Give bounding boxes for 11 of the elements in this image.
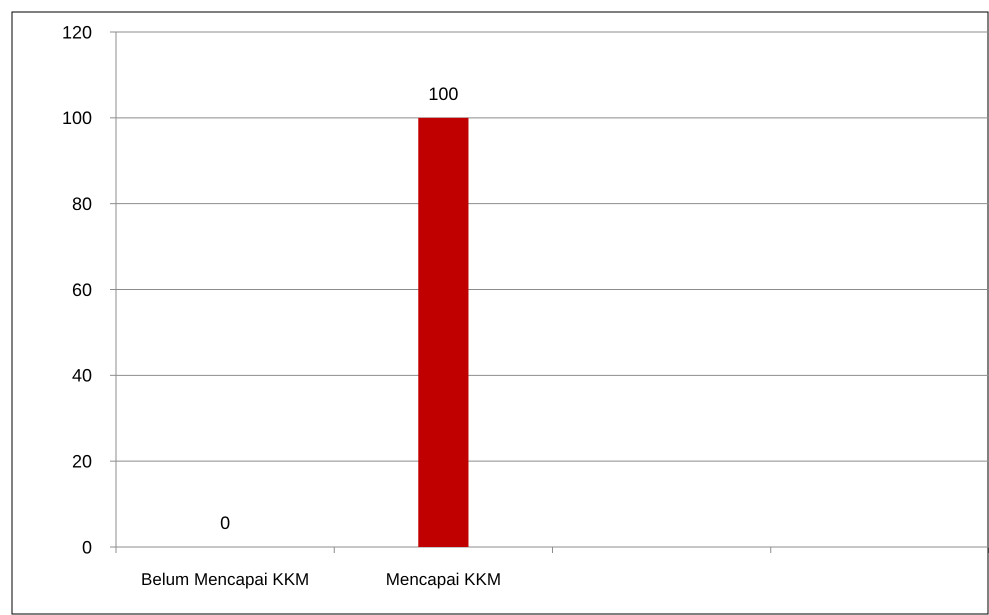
y-tick-label: 0 [82, 537, 92, 558]
x-tick-label: Mencapai KKM [386, 570, 502, 589]
y-tick-label: 60 [72, 280, 92, 300]
data-label: 0 [220, 513, 230, 533]
x-tick-label: Belum Mencapai KKM [141, 570, 310, 589]
y-tick-label: 20 [72, 451, 92, 472]
data-label: 100 [428, 84, 458, 104]
y-tick-label: 120 [62, 22, 92, 42]
y-tick-label: 100 [62, 108, 92, 128]
y-tick-label: 80 [72, 194, 92, 214]
y-tick-label: 40 [72, 366, 92, 386]
